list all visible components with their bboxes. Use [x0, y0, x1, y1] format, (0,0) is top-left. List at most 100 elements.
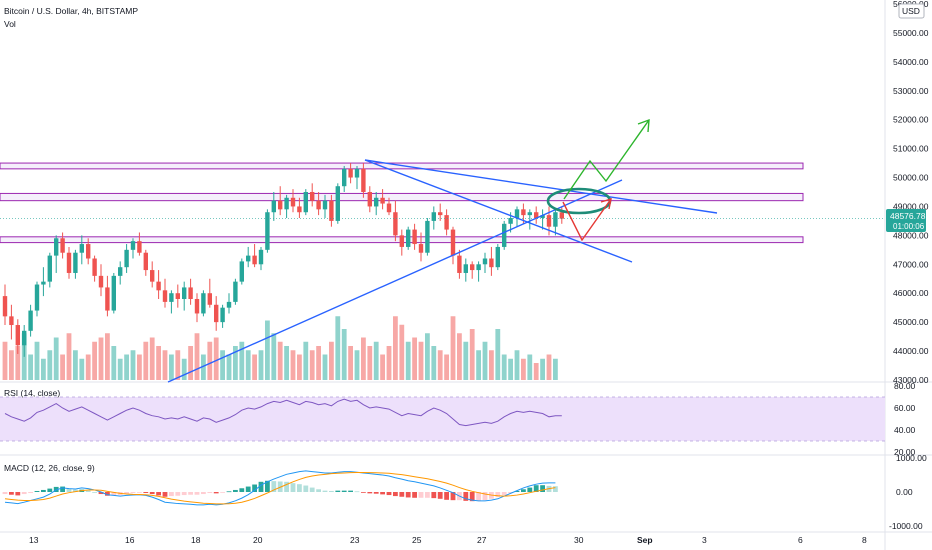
candle-body	[527, 212, 532, 216]
candle-body	[450, 229, 456, 256]
green-arrow-head	[637, 118, 650, 133]
macd-histogram-bar	[213, 492, 219, 494]
volume-bar	[297, 354, 302, 380]
rsi-line	[4, 398, 562, 427]
candle-body	[130, 241, 136, 250]
volume-bar	[73, 350, 78, 380]
currency-badge-box[interactable]	[898, 3, 925, 19]
macd-histogram-bar	[21, 492, 27, 495]
volume-bar	[149, 337, 155, 380]
volume-bar	[431, 346, 437, 380]
volume-bar	[457, 333, 462, 380]
candle-body	[156, 281, 161, 291]
candle-body	[34, 284, 40, 311]
candle-body	[169, 293, 174, 302]
candle-body	[252, 255, 257, 265]
time-tick-label: 6	[798, 535, 803, 545]
volume-bar	[412, 337, 417, 380]
macd-histogram-bar	[553, 486, 558, 492]
volume-bar	[469, 329, 475, 380]
candles	[2, 163, 564, 357]
macd-histogram-bar	[540, 485, 545, 492]
signal-line	[4, 471, 556, 505]
volume-bars	[2, 316, 558, 380]
candle-body	[92, 258, 97, 276]
candle-body	[278, 200, 283, 210]
candle-body	[60, 238, 65, 253]
candle-body	[207, 293, 212, 305]
macd-histogram-bar	[297, 484, 302, 492]
candle-body	[354, 168, 360, 178]
candle-body	[284, 197, 289, 210]
macd-histogram-bar	[233, 489, 238, 492]
candle-body	[310, 191, 315, 201]
macd-histogram-bar	[476, 492, 481, 501]
volume-bar	[463, 341, 469, 380]
volume-bar	[501, 354, 507, 380]
volume-bar	[290, 350, 296, 380]
candle-body	[28, 310, 33, 331]
last-price-badge-bg	[886, 209, 926, 232]
macd-histogram-bar	[258, 481, 264, 492]
volume-bar	[9, 350, 14, 380]
candle-body	[86, 244, 91, 259]
candle-body	[182, 287, 187, 299]
candle-body	[194, 298, 200, 314]
last-price-value: 48576.78	[890, 211, 926, 221]
volume-bar	[437, 350, 443, 380]
volume-bar	[60, 354, 65, 380]
macd-histogram-bar	[85, 490, 91, 492]
macd-histogram-bar	[92, 492, 97, 493]
volume-bar	[34, 341, 40, 380]
macd-tick-label: 0.00	[896, 487, 913, 497]
candle-body	[438, 212, 443, 216]
candle-body	[239, 261, 244, 282]
volume-bar	[239, 341, 245, 380]
time-tick-label: 3	[702, 535, 707, 545]
price-tick-label: 55000.00	[893, 28, 929, 38]
candle-body	[470, 264, 475, 271]
green-arrow-path[interactable]	[563, 119, 650, 200]
price-zone-rectangle[interactable]	[0, 192, 804, 202]
macd-histogram-bar	[181, 492, 187, 496]
upper-descending-trendline[interactable]	[364, 159, 718, 214]
candle-body	[367, 191, 372, 207]
macd-histogram-bar	[15, 492, 21, 496]
volume-bar	[169, 354, 174, 380]
volume-bar	[213, 337, 219, 380]
lower-descending-trendline[interactable]	[364, 159, 633, 263]
candle-body	[41, 281, 46, 285]
candle-body	[425, 220, 430, 253]
candle-body	[489, 258, 494, 268]
volume-bar	[361, 337, 366, 380]
time-tick-label: 30	[574, 535, 584, 545]
macd-histogram-bar	[201, 492, 206, 495]
red-arrow-path[interactable]	[562, 198, 612, 242]
ascending-trendline[interactable]	[167, 179, 623, 383]
volume-bar	[207, 341, 213, 380]
volume-bar	[258, 350, 264, 380]
candle-body	[386, 203, 392, 213]
volume-bar	[546, 354, 552, 380]
candle-body	[514, 209, 520, 219]
volume-bar	[521, 358, 526, 380]
volume-bar	[201, 354, 206, 380]
candle-body	[201, 293, 206, 314]
volume-bar	[117, 358, 123, 380]
macd-histogram-bar	[341, 490, 347, 492]
candle-body	[9, 316, 14, 326]
volume-bar	[367, 346, 373, 380]
volume-bar	[425, 333, 430, 380]
macd-histogram-bar	[245, 486, 251, 492]
macd-histogram-bar	[156, 492, 161, 496]
volume-bar	[348, 346, 353, 380]
macd-histogram-bar	[399, 492, 405, 497]
candle-body	[66, 252, 72, 273]
candle-body	[482, 258, 488, 265]
macd-histogram-bar	[149, 492, 155, 495]
candle-body	[150, 270, 155, 282]
volume-bar	[303, 341, 309, 380]
macd-histogram-bar	[393, 492, 398, 497]
price-tick-label: 48000.00	[893, 230, 929, 240]
